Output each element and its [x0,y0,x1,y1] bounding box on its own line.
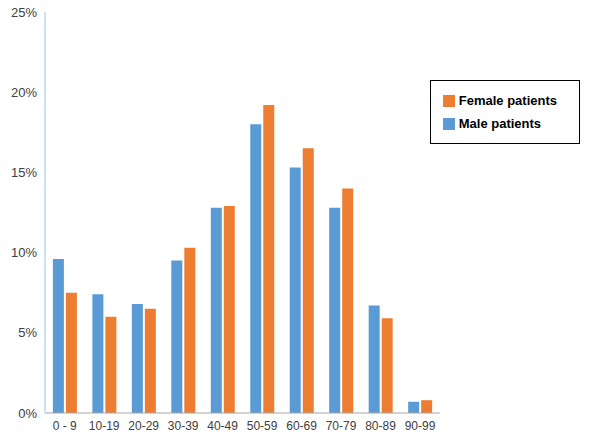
html-text:Male patients: Male patients [458,116,542,131]
svg-text:80-89: 80-89 [365,419,396,433]
svg-text:15%: 15% [11,165,37,180]
svg-text:60-69: 60-69 [286,419,317,433]
svg-text:40-49: 40-49 [207,419,238,433]
svg-text:20-29: 20-29 [128,419,159,433]
svg-text:25%: 25% [11,5,37,20]
svg-text:10%: 10% [11,245,37,260]
svg-text:10-19: 10-19 [89,419,120,433]
svg-text:0%: 0% [18,406,37,421]
html-text:Female patients: Female patients [458,93,557,108]
svg-text:30-39: 30-39 [168,419,199,433]
svg-text:90-99: 90-99 [405,419,436,433]
svg-text:20%: 20% [11,85,37,100]
svg-text:50-59: 50-59 [247,419,278,433]
svg-text:70-79: 70-79 [326,419,357,433]
svg-text:0 - 9: 0 - 9 [53,419,77,433]
svg-text:5%: 5% [18,325,37,340]
